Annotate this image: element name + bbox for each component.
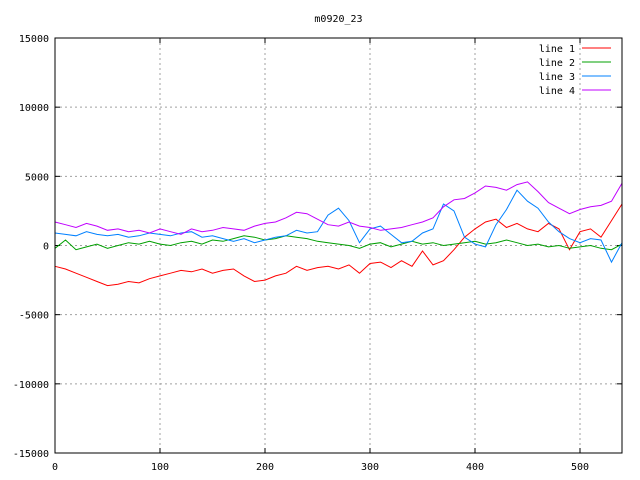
y-tick-label: -15000: [13, 449, 49, 460]
series-line-4: [54, 181, 623, 235]
legend-label: line 4: [539, 86, 575, 97]
legend-item: line 2: [539, 58, 611, 69]
y-tick-label: 15000: [19, 34, 49, 45]
chart-title: m0920_23: [314, 14, 362, 25]
legend-label: line 1: [539, 44, 575, 55]
x-tick-label: 0: [52, 462, 58, 473]
y-tick-label: -5000: [19, 311, 49, 322]
grid: [55, 38, 622, 453]
legend: line 1 line 2 line 3 line 4: [539, 44, 611, 97]
x-tick-label: 100: [151, 462, 169, 473]
x-tick-label: 400: [466, 462, 484, 473]
x-tick: 100: [151, 38, 169, 473]
x-tick-label: 200: [256, 462, 274, 473]
axes: 0 100 200 300 400 500 -15000 -10000 -5000 0 5000 10…: [13, 34, 622, 473]
y-tick-label: 5000: [25, 172, 49, 183]
series-group: [54, 181, 623, 287]
y-tick: 10000: [19, 103, 622, 114]
y-tick: -10000: [13, 380, 622, 391]
plot-frame: [54, 37, 623, 454]
y-tick-label: -10000: [13, 380, 49, 391]
series-line-2: [54, 235, 623, 251]
y-tick: -15000: [13, 449, 622, 460]
x-tick: 200: [256, 38, 274, 473]
legend-label: line 3: [539, 72, 575, 83]
y-tick: 15000: [19, 34, 622, 45]
y-tick: -5000: [19, 311, 622, 322]
legend-label: line 2: [539, 58, 575, 69]
x-tick: 400: [466, 38, 484, 473]
x-tick: 500: [571, 38, 589, 473]
y-tick-label: 10000: [19, 103, 49, 114]
y-tick: 5000: [25, 172, 622, 183]
legend-item: line 1: [539, 44, 611, 55]
series-line-1: [54, 203, 623, 287]
legend-item: line 4: [539, 86, 611, 97]
x-tick: 300: [361, 38, 379, 473]
legend-item: line 3: [539, 72, 611, 83]
y-tick-label: 0: [43, 242, 49, 253]
x-tick-label: 500: [571, 462, 589, 473]
x-tick-label: 300: [361, 462, 379, 473]
